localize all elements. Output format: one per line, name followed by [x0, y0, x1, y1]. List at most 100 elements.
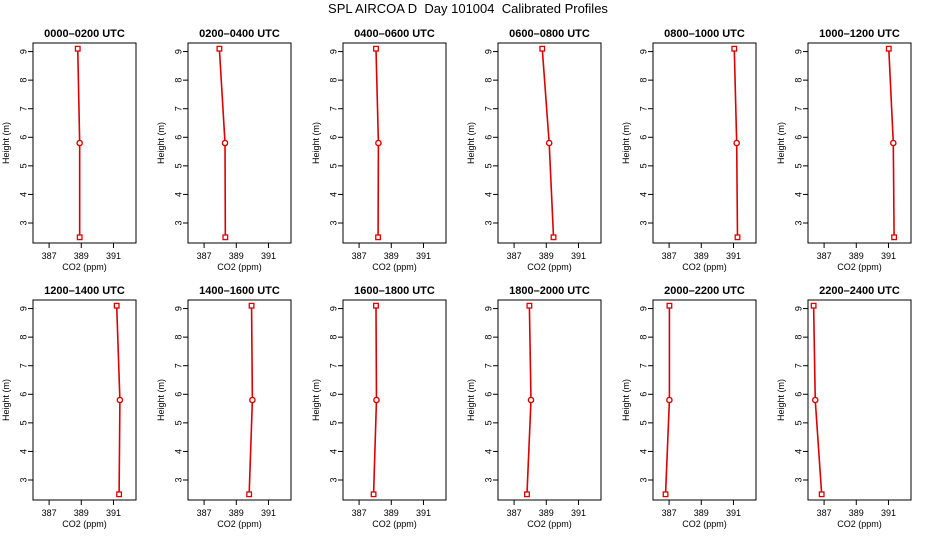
x-tick-label: 391: [106, 251, 121, 261]
page-title: SPL AIRCOA D Day 101004 Calibrated Profi…: [328, 1, 608, 16]
chart-panel: 0200–0400 UTC 387 389 391 3 4 5 6 7 8 9 CO2 (ppm) He…: [156, 28, 292, 272]
x-tick-label: 387: [507, 508, 522, 518]
plot-frame: [652, 42, 757, 244]
data-point: [249, 396, 256, 404]
y-tick-label: 8: [793, 78, 803, 83]
y-tick-label: 3: [18, 477, 28, 482]
x-tick-label: 389: [539, 508, 554, 518]
y-tick-label: 7: [173, 363, 183, 368]
data-point: [248, 302, 255, 309]
y-tick-label: 4: [328, 449, 338, 454]
y-tick-label: 3: [638, 477, 648, 482]
data-point: [526, 302, 533, 309]
y-tick-label: 3: [793, 477, 803, 482]
x-tick-label: 389: [74, 508, 89, 518]
y-tick-label: 3: [328, 220, 338, 225]
x-tick-label: 387: [42, 508, 57, 518]
data-point: [216, 45, 223, 52]
chart-panel: 0600–0800 UTC 387 389 391 3 4 5 6 7 8 9 CO2 (ppm) He…: [466, 28, 602, 272]
data-point: [222, 234, 229, 241]
y-tick-label: 6: [328, 135, 338, 140]
y-tick-label: 7: [328, 106, 338, 111]
y-tick-label: 9: [18, 306, 28, 311]
y-tick-label: 6: [483, 392, 493, 397]
data-point: [662, 491, 669, 498]
x-tick-label: 391: [106, 508, 121, 518]
y-axis-label: Height (m): [311, 122, 321, 164]
y-tick-label: 4: [18, 192, 28, 197]
data-point: [116, 491, 123, 498]
y-tick-label: 7: [483, 106, 493, 111]
y-tick-label: 9: [483, 306, 493, 311]
y-tick-label: 8: [638, 335, 648, 340]
chart-title: 2200–2400 UTC: [819, 285, 900, 297]
y-tick-label: 7: [173, 106, 183, 111]
plot-frame: [187, 299, 292, 501]
data-point: [373, 302, 379, 309]
x-axis-label: CO2 (ppm): [527, 519, 572, 529]
plot-frame: [32, 42, 137, 244]
chart-title: 1600–1800 UTC: [354, 285, 435, 297]
y-axis-label: Height (m): [776, 122, 786, 164]
data-point: [373, 45, 379, 52]
x-tick-label: 389: [229, 508, 244, 518]
x-tick-label: 389: [384, 251, 399, 261]
x-tick-label: 389: [849, 251, 864, 261]
y-tick-label: 3: [793, 220, 803, 225]
plot-frame: [187, 42, 292, 244]
data-point: [370, 491, 377, 498]
y-tick-label: 5: [173, 420, 183, 425]
data-point: [731, 45, 738, 52]
data-point: [246, 491, 253, 498]
y-tick-label: 7: [638, 363, 648, 368]
plot-frame: [342, 299, 447, 501]
chart-title: 1800–2000 UTC: [509, 285, 590, 297]
x-tick-label: 387: [42, 251, 57, 261]
y-tick-label: 9: [483, 49, 493, 54]
y-axis-label: Height (m): [156, 122, 166, 164]
y-tick-label: 6: [18, 392, 28, 397]
chart-panel: 2200–2400 UTC 387 389 391 3 4 5 6 7 8 9 CO2 (ppm) He…: [776, 285, 912, 529]
chart-panel: 1200–1400 UTC 387 389 391 3 4 5 6 7 8 9 CO2 (ppm) He…: [1, 285, 137, 529]
y-tick-label: 6: [483, 135, 493, 140]
y-tick-label: 6: [793, 392, 803, 397]
y-tick-label: 9: [18, 49, 28, 54]
x-tick-label: 391: [416, 508, 431, 518]
x-axis-label: CO2 (ppm): [62, 519, 107, 529]
y-tick-label: 4: [173, 192, 183, 197]
data-point: [74, 45, 81, 52]
x-tick-label: 387: [197, 251, 212, 261]
x-axis-label: CO2 (ppm): [62, 262, 107, 272]
chart-title: 0800–1000 UTC: [664, 28, 745, 40]
y-tick-label: 6: [173, 135, 183, 140]
x-axis-label: CO2 (ppm): [217, 262, 262, 272]
chart-title: 0600–0800 UTC: [509, 28, 590, 40]
y-tick-label: 3: [483, 477, 493, 482]
y-tick-label: 7: [793, 363, 803, 368]
y-tick-label: 4: [638, 192, 648, 197]
y-tick-label: 5: [638, 163, 648, 168]
data-point: [734, 234, 741, 241]
data-point: [375, 139, 382, 147]
y-tick-label: 5: [793, 163, 803, 168]
y-tick-label: 7: [638, 106, 648, 111]
data-point: [539, 45, 546, 52]
data-point: [666, 396, 673, 404]
chart-title: 1400–1600 UTC: [199, 285, 280, 297]
y-tick-label: 9: [173, 306, 183, 311]
y-tick-label: 4: [483, 192, 493, 197]
data-point: [527, 396, 535, 404]
data-point: [76, 234, 83, 241]
y-tick-label: 6: [18, 135, 28, 140]
data-point: [889, 139, 897, 147]
y-tick-label: 3: [483, 220, 493, 225]
x-tick-label: 391: [416, 251, 431, 261]
y-axis-label: Height (m): [621, 379, 631, 421]
x-tick-label: 389: [229, 251, 244, 261]
data-point: [818, 491, 825, 498]
chart-panel: 1000–1200 UTC 387 389 391 3 4 5 6 7 8 9 CO2 (ppm) He…: [776, 28, 912, 272]
x-axis-label: CO2 (ppm): [682, 519, 727, 529]
y-tick-label: 8: [328, 335, 338, 340]
chart-panel: 0000–0200 UTC 387 389 391 3 4 5 6 7 8 9 CO2 (ppm) He…: [1, 28, 137, 272]
